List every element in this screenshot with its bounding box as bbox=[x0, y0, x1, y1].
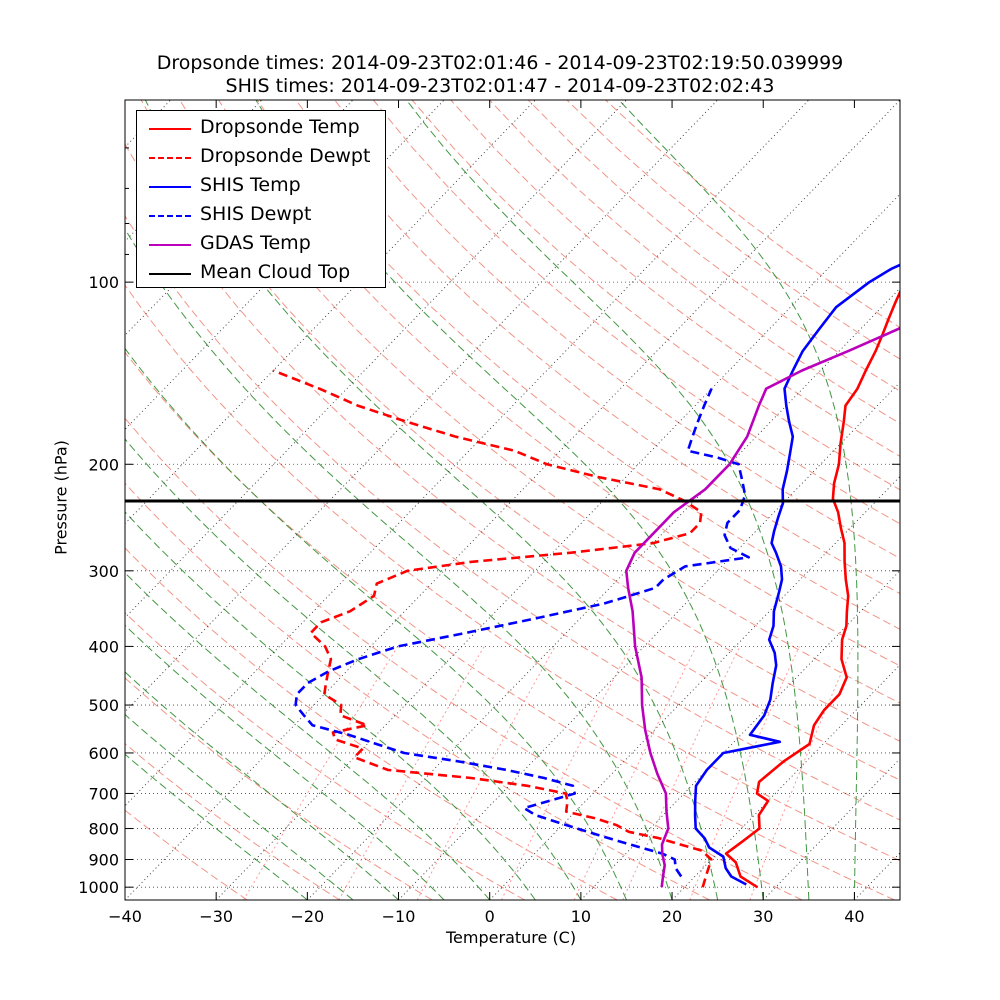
dry-adiabat bbox=[125, 482, 710, 900]
x-tick-label: 40 bbox=[844, 907, 864, 926]
y-tick-label: 500 bbox=[88, 696, 119, 715]
y-tick-label: 100 bbox=[88, 273, 119, 292]
x-axis-label: Temperature (C) bbox=[446, 928, 577, 947]
moist-adiabat bbox=[125, 671, 399, 900]
y-tick-label: 900 bbox=[88, 850, 119, 869]
chart-legend: Dropsonde Temp Dropsonde Dewpt SHIS Temp… bbox=[136, 110, 386, 288]
legend-item-dropsonde-dewpt: Dropsonde Dewpt bbox=[137, 142, 385, 171]
y-tick-label: 600 bbox=[88, 744, 119, 763]
series-line-gdas-temp bbox=[625, 326, 900, 888]
legend-swatch bbox=[149, 244, 191, 246]
legend-label: SHIS Temp bbox=[200, 174, 301, 196]
moist-adiabat bbox=[618, 100, 859, 900]
mixing-ratio-line bbox=[501, 646, 632, 900]
moist-adiabat bbox=[125, 624, 445, 900]
isotherm bbox=[946, 100, 1000, 900]
legend-label: Mean Cloud Top bbox=[200, 261, 351, 283]
chart-title-line-1: Dropsonde times: 2014-09-23T02:01:46 - 2… bbox=[156, 52, 844, 74]
y-tick-label: 700 bbox=[88, 784, 119, 803]
dry-adiabat bbox=[295, 100, 900, 595]
moist-adiabat bbox=[125, 713, 354, 900]
legend-item-gdas-temp: GDAS Temp bbox=[137, 229, 385, 258]
dry-adiabat bbox=[125, 677, 433, 900]
moist-adiabat bbox=[125, 438, 582, 900]
moist-adiabat bbox=[125, 572, 491, 900]
legend-swatch bbox=[149, 128, 191, 130]
x-tick-label: 10 bbox=[571, 907, 591, 926]
y-tick-label: 800 bbox=[88, 820, 119, 839]
dry-adiabat bbox=[125, 417, 803, 900]
x-tick-label: 0 bbox=[485, 907, 495, 926]
mixing-ratio-line bbox=[243, 646, 399, 900]
legend-swatch bbox=[149, 215, 191, 217]
mixing-ratio-line bbox=[416, 646, 556, 900]
plot-frame bbox=[124, 99, 901, 901]
y-tick-label: 300 bbox=[88, 562, 119, 581]
x-tick-label: −10 bbox=[382, 907, 416, 926]
dry-adiabat bbox=[125, 547, 618, 900]
series-line-shis-temp bbox=[693, 263, 900, 886]
y-tick-label: 400 bbox=[88, 637, 119, 656]
legend-swatch bbox=[149, 186, 191, 188]
legend-swatch bbox=[149, 273, 191, 275]
dry-adiabat bbox=[125, 809, 248, 900]
series-line-dropsonde-dewpt bbox=[272, 369, 713, 888]
dry-adiabat bbox=[125, 214, 900, 821]
mixing-ratio-line bbox=[749, 646, 854, 900]
chart-title-line-2: SHIS times: 2014-09-23T02:01:47 - 2014-0… bbox=[225, 75, 775, 97]
legend-item-mean-cloud-top: Mean Cloud Top bbox=[137, 258, 385, 287]
legend-label: Dropsonde Temp bbox=[200, 116, 360, 138]
y-tick-label: 1000 bbox=[78, 878, 119, 897]
series-line-shis-dewpt bbox=[294, 388, 750, 878]
moist-adiabat bbox=[144, 100, 719, 900]
legend-item-shis-temp: SHIS Temp bbox=[137, 171, 385, 200]
x-tick-label: 20 bbox=[662, 907, 682, 926]
mixing-ratio-line bbox=[338, 646, 485, 900]
dry-adiabat bbox=[218, 100, 900, 667]
dry-adiabat bbox=[125, 142, 900, 781]
x-tick-label: −30 bbox=[199, 907, 233, 926]
legend-swatch bbox=[149, 157, 191, 159]
moist-adiabat bbox=[255, 100, 764, 900]
dry-adiabat bbox=[140, 100, 900, 742]
moist-adiabat bbox=[406, 100, 810, 900]
legend-label: SHIS Dewpt bbox=[200, 203, 312, 225]
x-tick-label: −20 bbox=[290, 907, 324, 926]
dry-adiabat bbox=[179, 100, 900, 704]
x-tick-label: 30 bbox=[753, 907, 773, 926]
legend-item-dropsonde-temp: Dropsonde Temp bbox=[137, 113, 385, 142]
legend-label: GDAS Temp bbox=[200, 232, 311, 254]
legend-item-shis-dewpt: SHIS Dewpt bbox=[137, 200, 385, 229]
legend-label: Dropsonde Dewpt bbox=[200, 145, 371, 167]
isotherm bbox=[125, 100, 263, 242]
dry-adiabat bbox=[125, 284, 900, 862]
series-line-dropsonde-temp bbox=[724, 289, 900, 889]
x-tick-label: −40 bbox=[108, 907, 142, 926]
y-tick-label: 200 bbox=[88, 455, 119, 474]
y-axis-label: Pressure (hPa) bbox=[51, 440, 71, 555]
mixing-ratio-line bbox=[689, 646, 800, 900]
mixing-ratio-line bbox=[573, 646, 697, 900]
moist-adiabat bbox=[125, 347, 627, 900]
moist-adiabat bbox=[125, 753, 308, 900]
